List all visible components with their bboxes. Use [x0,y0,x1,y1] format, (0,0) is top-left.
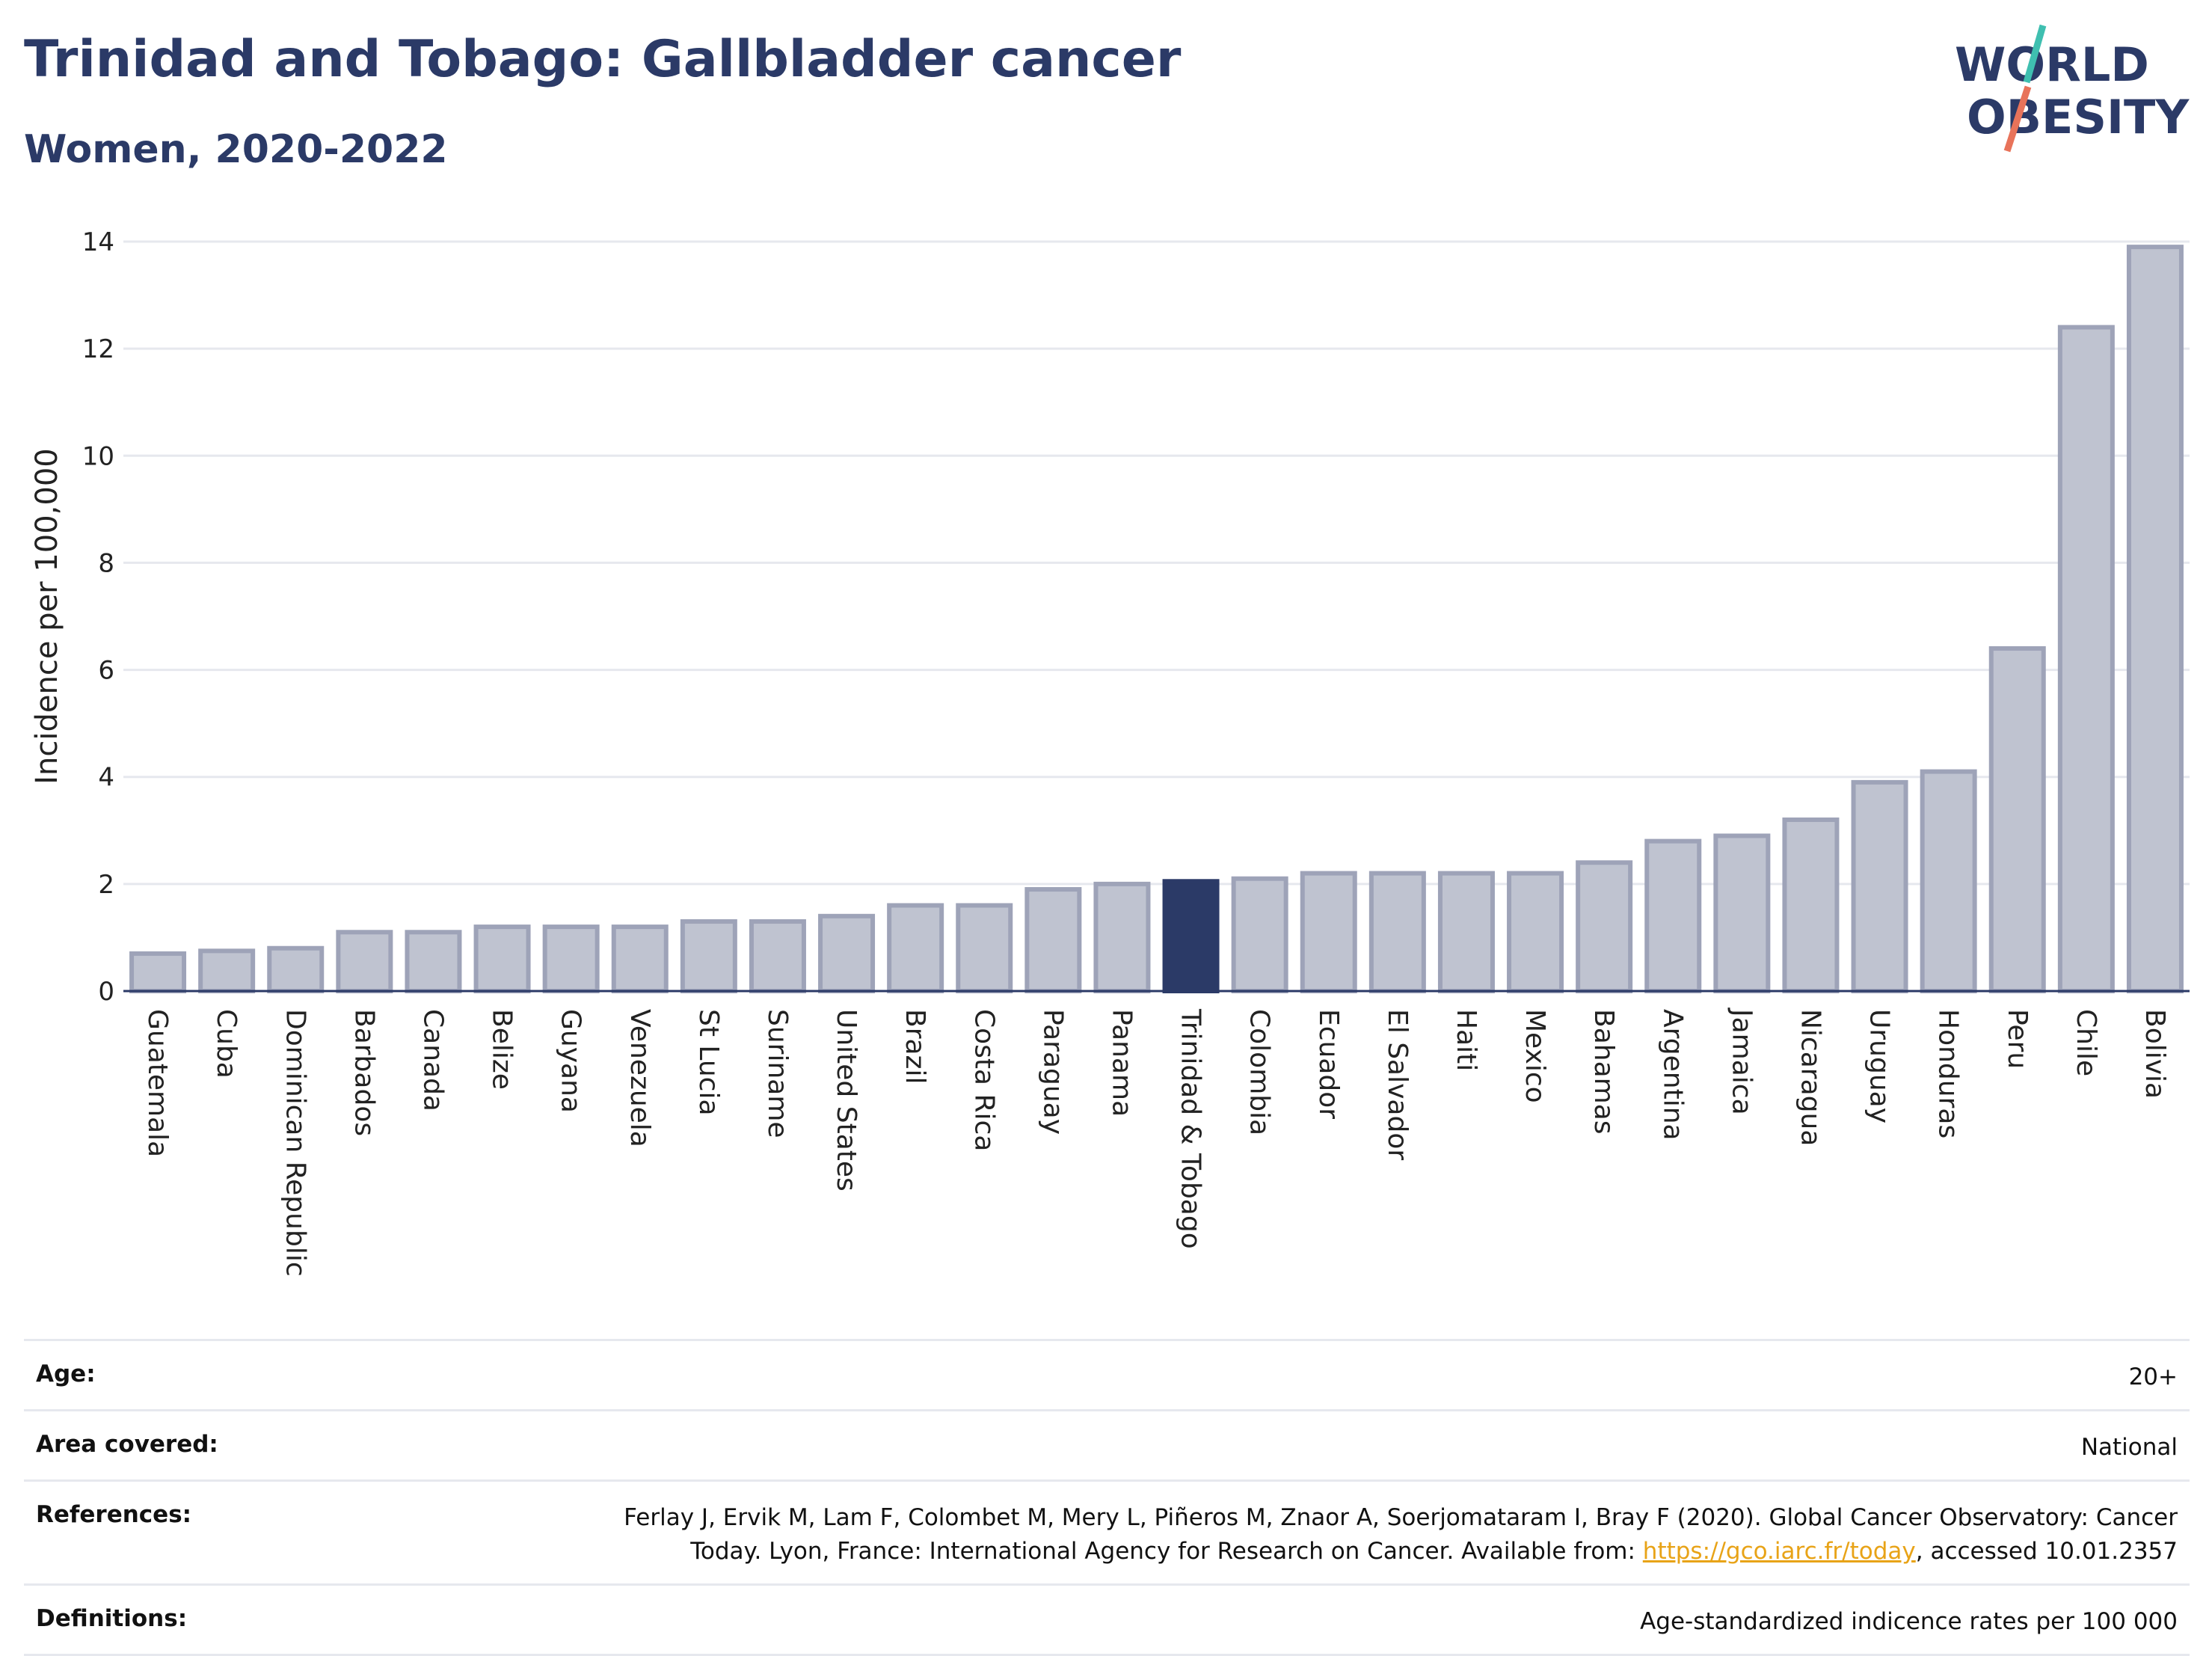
x-tick-label: Guatemala [142,1009,173,1157]
bar [1644,838,1702,993]
x-tick-label: Canada [417,1009,448,1111]
bar [2057,325,2115,993]
bar [405,930,462,994]
x-tick-label: Peru [2002,1009,2033,1069]
logo-line2: OBESITY [1967,90,2190,144]
area-value: National [2080,1433,2178,1461]
x-tick-label: Guyana [556,1009,586,1113]
x-tick-label: Trinidad & Tobago [1176,1008,1206,1249]
bar [2126,245,2184,993]
logo-slash-top [2023,24,2047,84]
x-tick-label: Jamaica [1726,1008,1757,1115]
area-label: Area covered: [36,1430,218,1458]
age-label: Age: [36,1361,96,1387]
bar [1300,871,1357,993]
bar [336,930,393,994]
x-tick-label: Nicaragua [1795,1009,1825,1146]
y-tick-label: 10 [82,441,114,471]
x-tick-label: Brazil [900,1009,930,1084]
bar [1920,769,1977,993]
x-tick-label: Ecuador [1313,1009,1344,1119]
info-table: Age: 20+ Area covered: National Referenc… [24,1339,2190,1656]
x-tick-label: Honduras [1933,1009,1964,1138]
chart-subtitle: Women, 2020-2022 [24,127,448,172]
bar [198,948,256,993]
bar [887,903,944,993]
y-tick-label: 0 [98,977,114,1007]
bar [611,924,669,993]
bar [473,924,531,993]
x-tick-label: Barbados [348,1009,379,1136]
x-tick-label: Bahamas [1588,1009,1619,1135]
references-line2-pre: Today. Lyon, France: International Agenc… [690,1537,1643,1565]
x-tick-label: Venezuela [624,1009,655,1147]
chart-title: Trinidad and Tobago: Gallbladder cancer [24,30,1182,89]
bar [129,951,187,994]
bar [818,913,876,994]
y-tick-label: 2 [98,870,114,900]
y-tick-label: 8 [98,548,114,578]
info-row-references: References: Ferlay J, Ervik M, Lam F, Co… [24,1479,2190,1583]
logo-slash-bottom [2003,85,2032,153]
x-tick-label: Haiti [1451,1009,1481,1071]
x-tick-label: Mexico [1520,1009,1550,1103]
bar [1093,881,1151,994]
x-tick-label: Chile [2071,1009,2101,1076]
references-label: References: [36,1500,192,1528]
x-tick-label: Cuba [211,1009,242,1079]
info-row-age: Age: 20+ [24,1339,2190,1409]
x-tick-label: United States [831,1009,861,1192]
bar [542,924,600,993]
bar [267,945,325,993]
x-tick-label: Uruguay [1864,1009,1895,1123]
bar [1231,876,1288,993]
x-tick-label: Panama [1106,1009,1137,1117]
bar [1713,833,1771,994]
references-link[interactable]: https://gco.iarc.fr/today [1642,1537,1916,1565]
age-value: 20+ [2128,1364,2178,1390]
x-tick-label: Costa Rica [968,1009,999,1151]
bar [1024,887,1082,993]
x-tick-label: Paraguay [1037,1009,1068,1135]
bar-highlight [1162,879,1220,993]
info-row-definitions: Definitions: Age-standardized indicence … [24,1583,2190,1656]
x-tick-label: El Salvador [1382,1009,1413,1160]
bar [956,903,1013,993]
definitions-value: Age-standardized indicence rates per 100… [1640,1607,2178,1635]
x-tick-label: Colombia [1244,1009,1275,1135]
bar [749,919,806,994]
references-line2-post: , accessed 10.01.2357 [1915,1537,2178,1565]
bar [680,919,737,994]
x-tick-label: St Lucia [693,1009,724,1116]
bar [1507,871,1564,993]
bar [1988,645,2046,993]
definitions-label: Definitions: [36,1604,188,1632]
y-tick-label: 4 [98,763,114,793]
y-axis-label: Incidence per 100,000 [30,448,64,785]
x-tick-label: Argentina [1657,1009,1688,1141]
x-tick-label: Belize [487,1009,517,1090]
logo-line1: WORLD [1955,37,2149,92]
x-tick-label: Dominican Republic [280,1009,310,1277]
bar [1576,860,1633,993]
y-tick-label: 12 [82,334,114,364]
y-tick-label: 14 [82,227,114,257]
bar-chart: 0 2 4 6 8 10 12 14 Incidence per 100,000 Guatemal… [30,227,2190,1277]
info-row-area: Area covered: National [24,1408,2190,1479]
x-tick-label: Bolivia [2139,1009,2170,1099]
world-obesity-logo: WORLD OBESITY [1955,24,2190,153]
bar [1782,817,1840,993]
bar [1437,871,1495,993]
y-tick-label: 6 [98,656,114,686]
x-tick-label: Suriname [762,1009,793,1138]
references-line1: Ferlay J, Ervik M, Lam F, Colombet M, Me… [624,1503,2178,1531]
bar [1851,779,1908,994]
bar [1368,871,1426,993]
references-value: Ferlay J, Ervik M, Lam F, Colombet M, Me… [624,1501,2178,1568]
